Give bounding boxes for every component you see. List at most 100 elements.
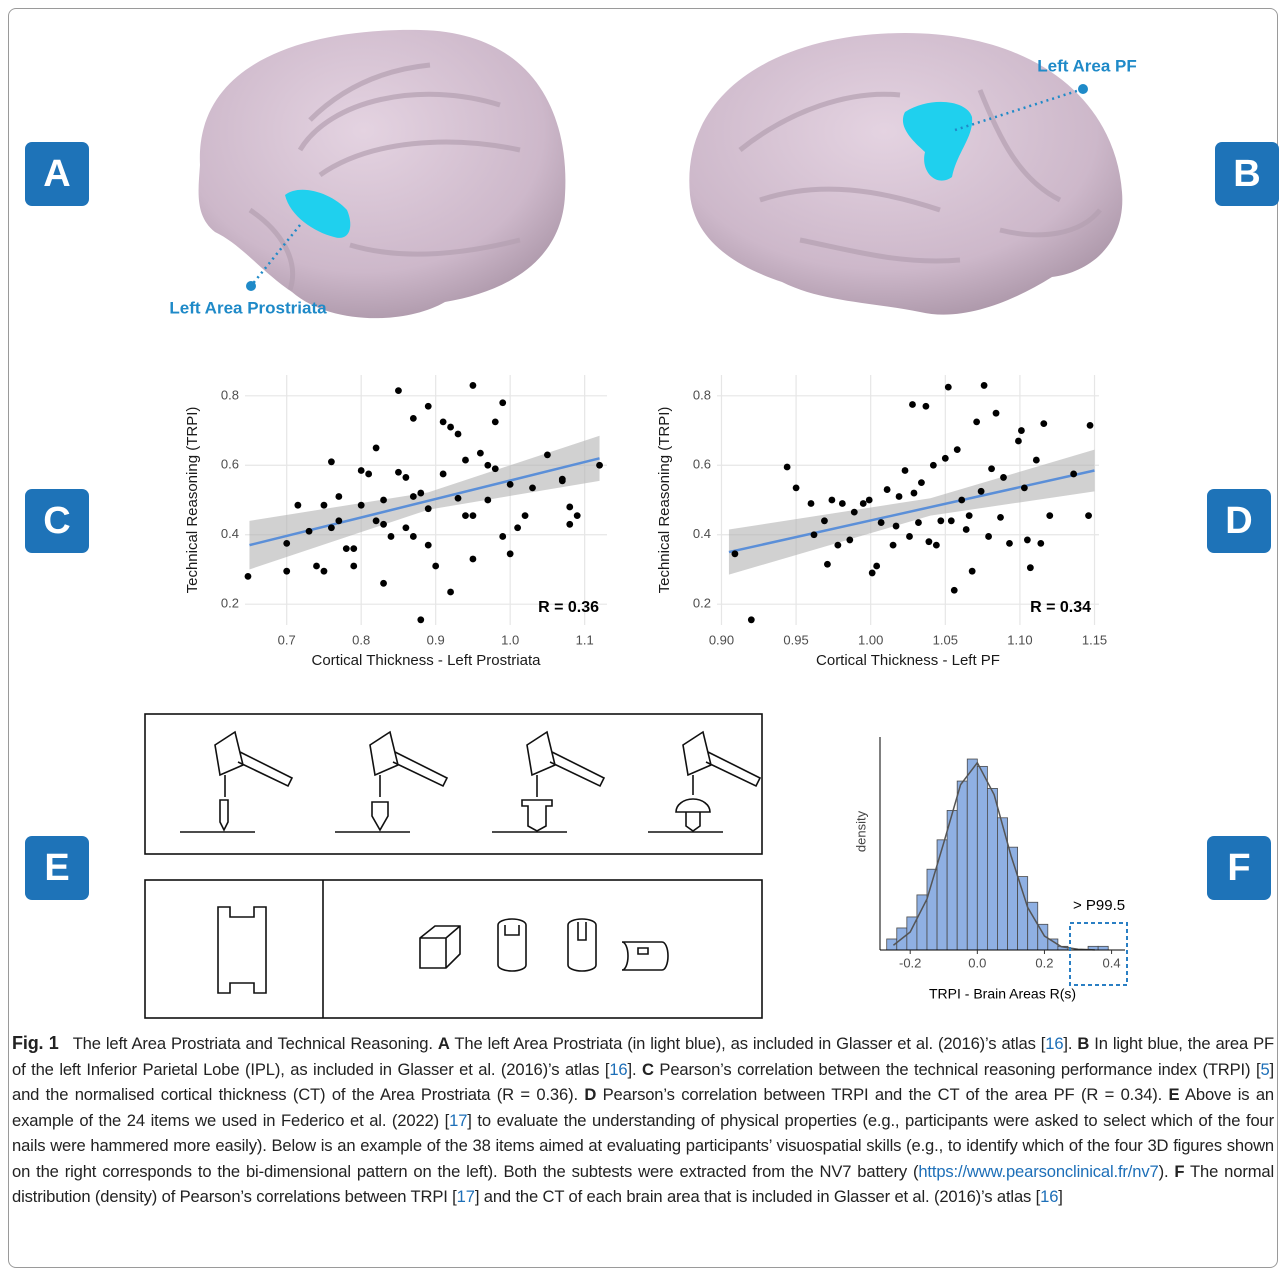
point xyxy=(865,496,873,504)
point xyxy=(889,541,897,549)
point xyxy=(529,484,536,492)
point xyxy=(1037,540,1045,547)
brain-label: Left Area PF xyxy=(1037,56,1137,75)
point xyxy=(1085,512,1092,520)
point xyxy=(910,489,918,497)
annotation: > P99.5 xyxy=(1073,897,1125,914)
brain-label: Left Area Prostriata xyxy=(169,298,327,317)
reference-link[interactable]: 16 xyxy=(1045,1034,1064,1053)
x-tick-label: 0.9 xyxy=(427,632,445,647)
y-tick-label: 0.6 xyxy=(693,457,711,472)
point xyxy=(747,616,755,624)
y-tick-label: 0.8 xyxy=(221,387,239,402)
point xyxy=(499,399,507,407)
reference-link[interactable]: https://www.pearsonclinical.fr/nv7 xyxy=(918,1161,1159,1181)
point xyxy=(402,474,410,481)
reference-link[interactable]: 17 xyxy=(456,1187,475,1206)
point xyxy=(305,527,313,535)
reference-link[interactable]: 16 xyxy=(1040,1187,1059,1206)
bar xyxy=(1097,945,1109,951)
point xyxy=(417,489,425,497)
panel-badge: A xyxy=(25,142,89,206)
y-axis-title: Technical Reasoning (TRPI) xyxy=(656,407,673,594)
point xyxy=(906,533,913,540)
panel-letter: A xyxy=(43,153,70,195)
point xyxy=(947,517,955,525)
reference-link[interactable]: 16 xyxy=(609,1059,628,1079)
point xyxy=(424,541,432,549)
point xyxy=(357,467,365,474)
x-tick-label: 0.8 xyxy=(352,632,370,647)
point xyxy=(980,382,988,389)
y-tick-label: 0.4 xyxy=(221,526,239,541)
bar xyxy=(936,839,948,951)
point xyxy=(350,545,358,553)
point xyxy=(895,493,903,500)
x-axis-title: Cortical Thickness - Left Prostriata xyxy=(312,652,542,669)
point xyxy=(901,467,909,474)
point xyxy=(409,493,417,500)
brain-medial xyxy=(198,29,566,319)
caption-text: Fig. 1 xyxy=(12,1033,59,1053)
y-tick-label: 0.2 xyxy=(693,596,711,611)
panel-letter: E xyxy=(44,847,69,889)
panel-letter: B xyxy=(1233,153,1260,195)
reference-link[interactable]: 5 xyxy=(1260,1059,1270,1079)
point xyxy=(834,541,842,549)
point xyxy=(973,418,981,426)
point xyxy=(462,456,469,464)
caption-text: ]. xyxy=(1063,1034,1078,1053)
panel-badge: D xyxy=(1207,489,1271,553)
point xyxy=(454,430,462,438)
point xyxy=(846,536,854,544)
panel-badge: C xyxy=(25,489,89,553)
y-tick-label: 0.6 xyxy=(221,457,239,472)
point xyxy=(824,560,831,568)
x-tick-label: 1.00 xyxy=(858,632,883,647)
point xyxy=(417,616,425,624)
point xyxy=(395,468,402,476)
point xyxy=(859,500,867,507)
caption-text: The left Area Prostriata (in light blue)… xyxy=(449,1034,1046,1053)
caption-text: ). xyxy=(1158,1161,1175,1181)
point xyxy=(1070,470,1078,478)
point xyxy=(558,477,566,485)
x-tick-label: 1.10 xyxy=(1007,632,1032,647)
reference-link[interactable]: 17 xyxy=(449,1110,468,1130)
point xyxy=(997,513,1004,521)
point xyxy=(484,496,492,504)
point xyxy=(395,387,402,395)
caption-text: ] and the normalised cortical thickness … xyxy=(12,1059,1274,1105)
point xyxy=(387,533,395,540)
point xyxy=(372,517,380,525)
point xyxy=(810,531,818,539)
point xyxy=(424,402,432,410)
point xyxy=(283,567,291,575)
point xyxy=(335,493,343,500)
panel-badge: F xyxy=(1207,836,1271,900)
caption-text: In light blue, the area PF of the left I… xyxy=(12,1034,1274,1079)
point xyxy=(320,567,328,575)
point xyxy=(573,512,581,520)
point xyxy=(985,533,992,540)
point xyxy=(1018,427,1025,434)
point xyxy=(1015,437,1022,445)
point xyxy=(958,496,966,504)
caption-text: E xyxy=(1168,1085,1180,1104)
point xyxy=(439,418,447,426)
point xyxy=(544,451,551,459)
point xyxy=(357,501,365,509)
point xyxy=(909,401,916,408)
panel-letter: D xyxy=(1225,500,1252,542)
point xyxy=(335,517,343,525)
point xyxy=(566,520,574,528)
point xyxy=(469,555,477,563)
point xyxy=(868,569,876,577)
point xyxy=(566,503,574,511)
point xyxy=(596,461,603,469)
caption-text: ] to evaluate the understanding of physi… xyxy=(12,1110,1274,1181)
figure-frame xyxy=(8,8,1278,1268)
caption-text: D xyxy=(584,1085,597,1104)
point xyxy=(469,512,477,520)
